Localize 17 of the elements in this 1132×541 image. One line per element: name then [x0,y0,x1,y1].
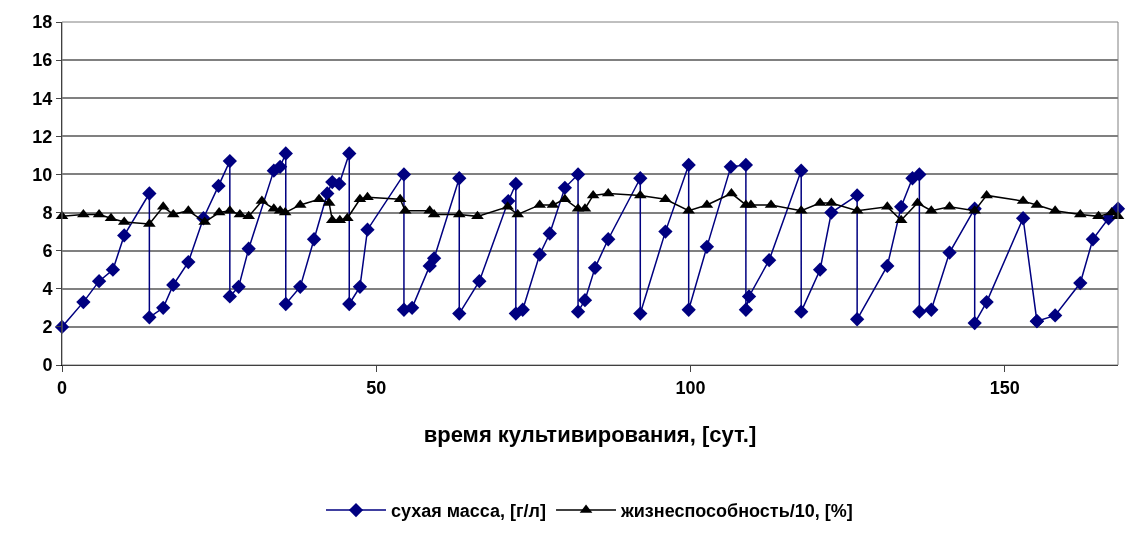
y-tick-label: 16 [32,50,53,71]
x-tick-label: 0 [56,377,68,398]
y-tick-label: 14 [32,88,53,109]
legend-label: сухая масса, [г/л] [391,501,547,522]
y-tick-label: 12 [32,126,53,147]
x-tick-label: 150 [989,377,1020,398]
y-tick-label: 0 [42,355,53,376]
x-axis-title: время культивирования, [сут.] [423,422,757,448]
y-tick-label: 10 [32,164,53,185]
legend-label: жизнеспособность/10, [%] [620,501,853,522]
y-tick-label: 4 [42,279,53,300]
y-tick-label: 8 [42,202,53,223]
y-tick-label: 18 [32,12,53,33]
x-tick-label: 100 [675,377,706,398]
y-tick-label: 6 [42,240,53,261]
y-tick-label: 2 [42,317,53,338]
x-tick-label: 50 [366,377,387,398]
